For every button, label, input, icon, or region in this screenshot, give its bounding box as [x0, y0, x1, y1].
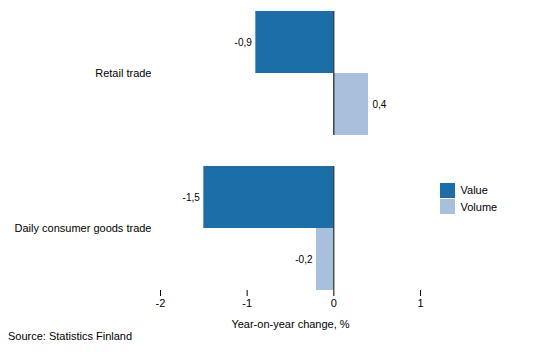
- svg-text:0: 0: [331, 297, 337, 309]
- html-text:Volume: Volume: [460, 200, 498, 213]
- html-text:Source: Statistics Finland: Source: Statistics Finland: [8, 330, 133, 342]
- svg-text:1: 1: [417, 297, 423, 309]
- svg-text:-0,9: -0,9: [235, 37, 253, 48]
- svg-text:Daily consumer goods trade: Daily consumer goods trade: [15, 222, 152, 234]
- html-text:Value: Value: [460, 184, 488, 196]
- svg-text:-2: -2: [156, 297, 166, 309]
- svg-text:-0,2: -0,2: [295, 254, 313, 265]
- svg-text:-1,5: -1,5: [183, 192, 201, 203]
- svg-text:Year-on-year change, %: Year-on-year change, %: [231, 318, 349, 330]
- svg-text:0,4: 0,4: [373, 99, 387, 110]
- svg-text:-1: -1: [242, 297, 252, 309]
- svg-text:Retail trade: Retail trade: [95, 67, 151, 79]
